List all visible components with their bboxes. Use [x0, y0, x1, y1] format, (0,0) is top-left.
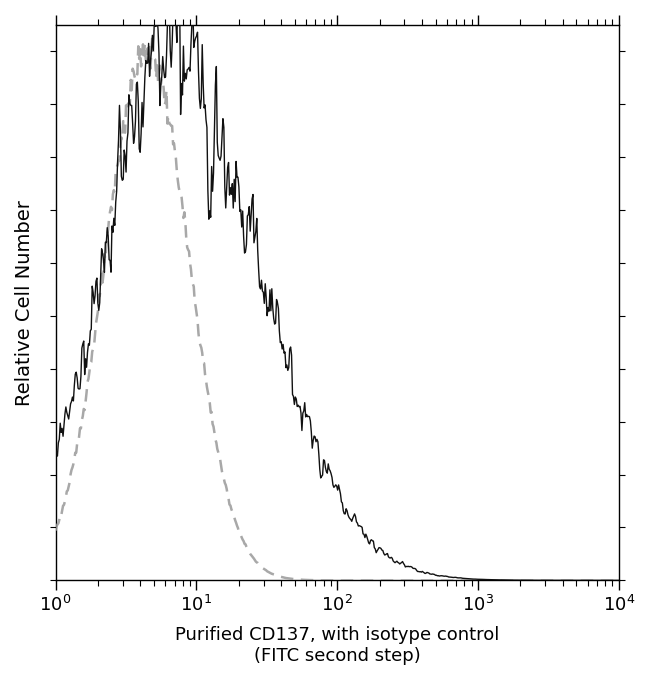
- Y-axis label: Relative Cell Number: Relative Cell Number: [15, 200, 34, 405]
- X-axis label: Purified CD137, with isotype control
(FITC second step): Purified CD137, with isotype control (FI…: [175, 626, 499, 665]
